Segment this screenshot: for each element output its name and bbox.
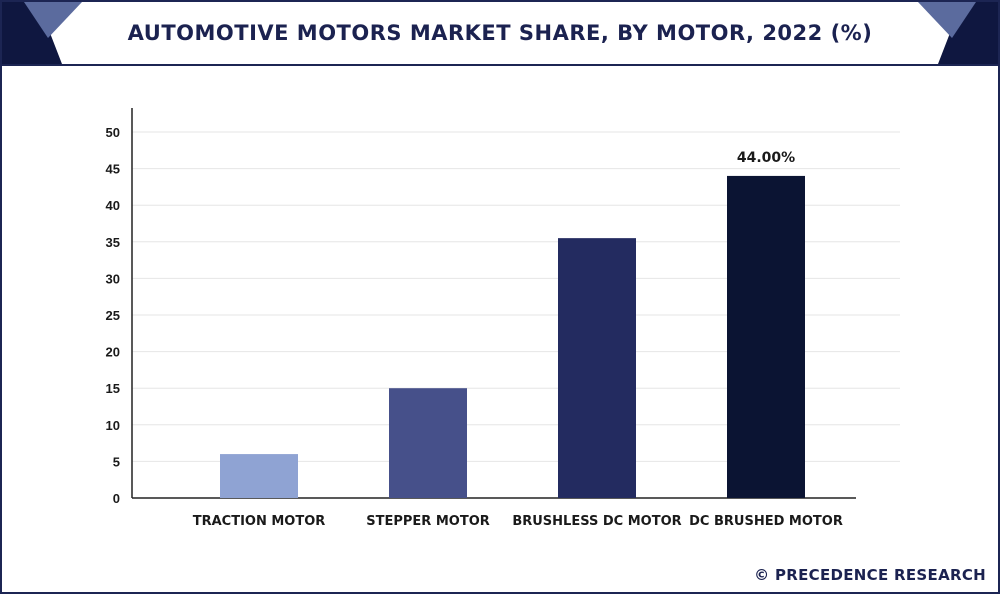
title-banner: AUTOMOTIVE MOTORS MARKET SHARE, BY MOTOR…	[2, 2, 998, 66]
bar-brushless-dc-motor	[558, 238, 636, 498]
y-tick-label-50: 50	[106, 125, 120, 140]
y-tick-label-20: 20	[106, 345, 120, 360]
y-tick-label-45: 45	[106, 162, 120, 177]
right-corner-dark	[938, 2, 998, 64]
x-tick-label-brushless-dc-motor: BRUSHLESS DC MOTOR	[512, 514, 681, 529]
right-corner-light	[918, 2, 976, 38]
x-tick-label-dc-brushed-motor: DC BRUSHED MOTOR	[689, 514, 843, 529]
chart-title: AUTOMOTIVE MOTORS MARKET SHARE, BY MOTOR…	[127, 21, 873, 45]
right-corner-decoration	[918, 2, 998, 64]
left-corner-light	[24, 2, 82, 38]
left-corner-decoration	[2, 2, 82, 64]
left-corner-dark	[2, 2, 62, 64]
source-credit: © PRECEDENCE RESEARCH	[754, 566, 986, 584]
bar-dc-brushed-motor	[727, 175, 805, 499]
y-tick-label-5: 5	[113, 454, 120, 469]
y-tick-label-0: 0	[113, 491, 120, 506]
y-tick-label-15: 15	[106, 381, 120, 396]
y-tick-label-40: 40	[106, 198, 120, 213]
y-tick-label-35: 35	[106, 235, 120, 250]
data-label-dc-brushed-motor: 44.00%	[737, 150, 795, 166]
bar-traction-motor	[220, 454, 298, 498]
x-tick-label-traction-motor: TRACTION MOTOR	[193, 514, 326, 529]
bar-stepper-motor	[389, 388, 467, 498]
y-tick-label-10: 10	[106, 418, 120, 433]
y-tick-label-25: 25	[106, 308, 120, 323]
source-text: PRECEDENCE RESEARCH	[774, 566, 986, 584]
y-tick-label-30: 30	[106, 271, 120, 286]
x-tick-label-stepper-motor: STEPPER MOTOR	[366, 514, 490, 529]
copyright-icon: ©	[754, 566, 770, 584]
